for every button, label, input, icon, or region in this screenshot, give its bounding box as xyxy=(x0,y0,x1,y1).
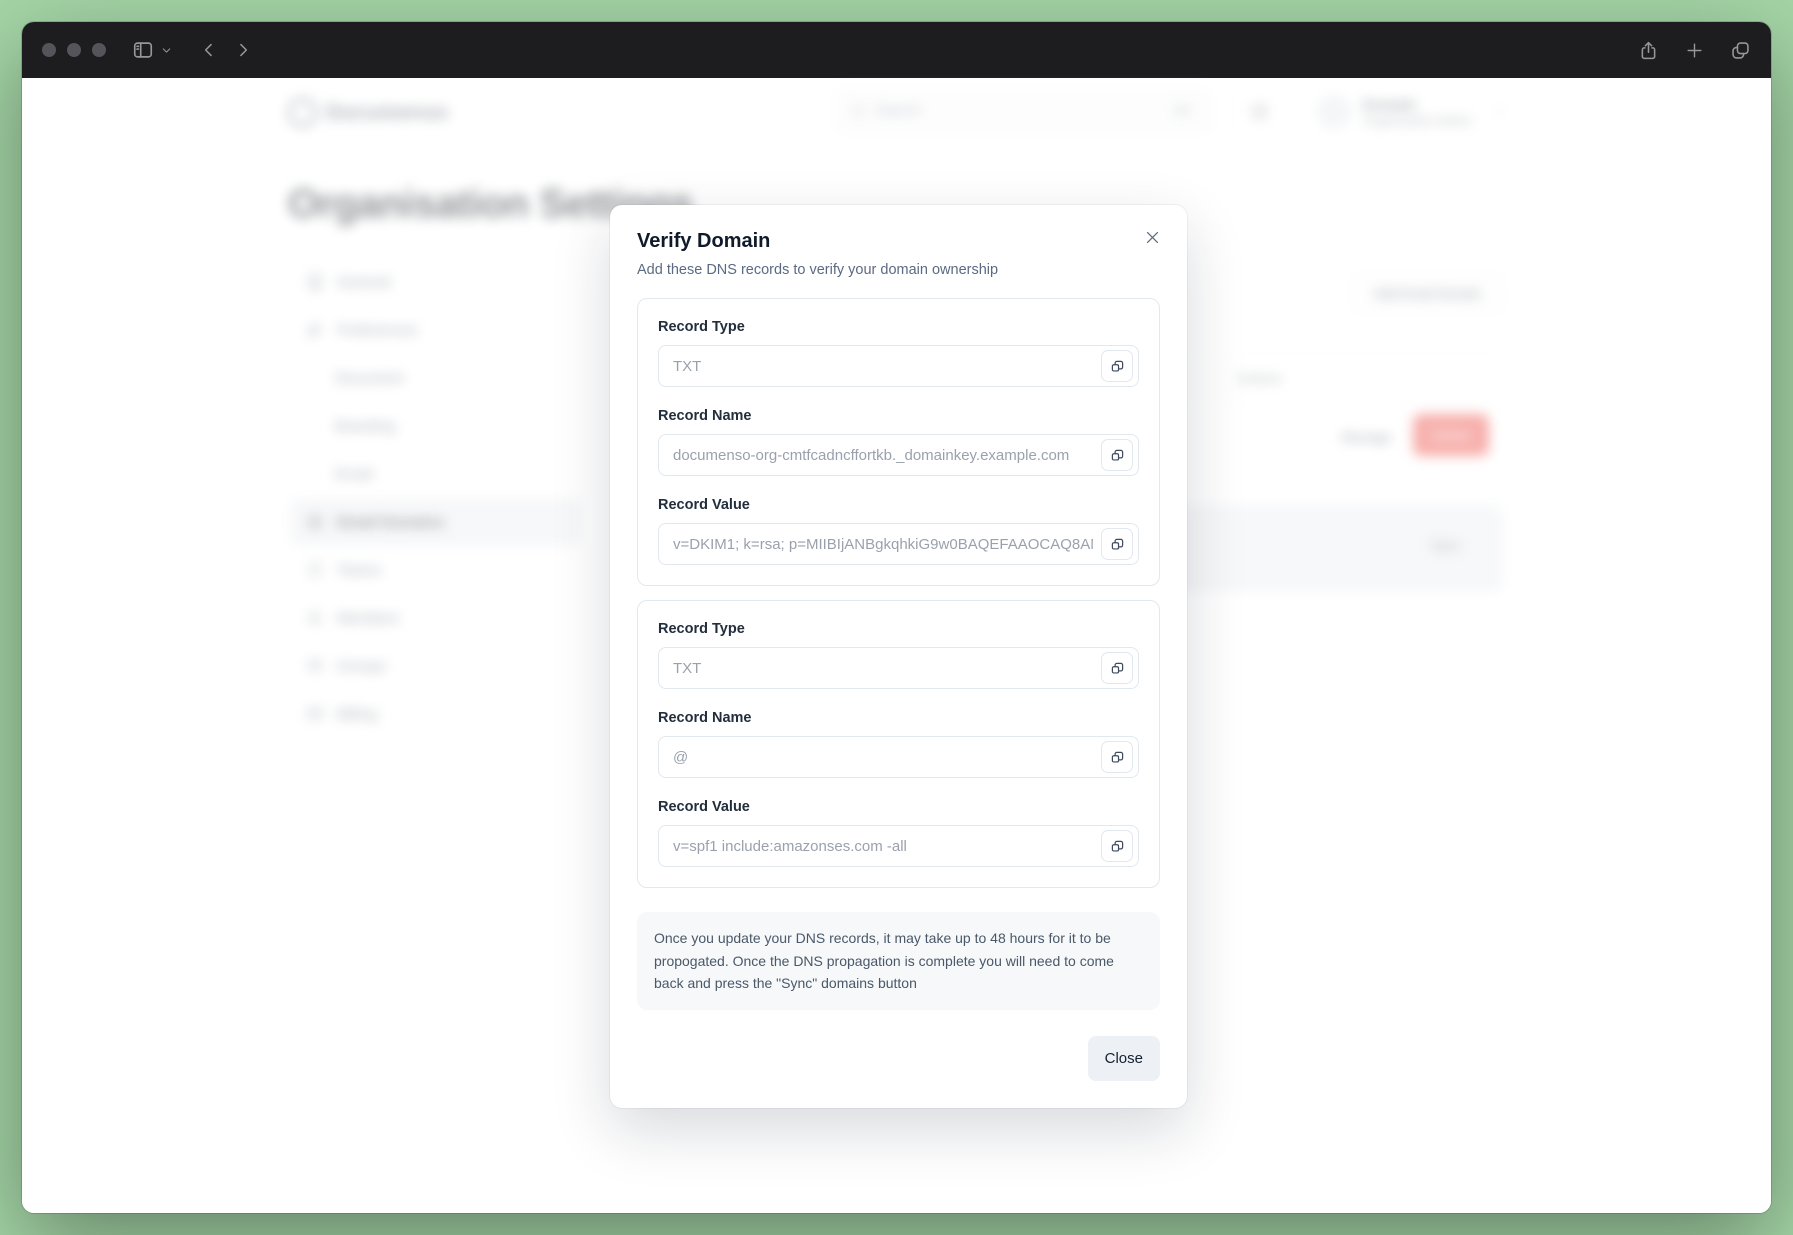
record-value-value: v=DKIM1; k=rsa; p=MIIBIjANBgkqhkiG9w0BAQ… xyxy=(673,535,1093,553)
record-name-input[interactable]: documenso-org-cmtfcadncffortkb._domainke… xyxy=(658,434,1139,476)
copy-icon xyxy=(1110,537,1125,552)
forward-button[interactable] xyxy=(233,40,253,60)
new-tab-icon[interactable] xyxy=(1685,41,1704,60)
traffic-lights xyxy=(42,43,106,57)
app-content: Documenso Search ⌘K Example Organisation… xyxy=(22,78,1771,1213)
dns-propagation-note: Once you update your DNS records, it may… xyxy=(637,912,1160,1010)
copy-icon xyxy=(1110,448,1125,463)
share-icon[interactable] xyxy=(1638,40,1659,61)
dns-record-card-spf: Record Type TXT Record Name @ Record Val… xyxy=(637,600,1160,888)
record-type-input[interactable]: TXT xyxy=(658,647,1139,689)
record-type-value: TXT xyxy=(673,357,702,375)
zoom-window-button[interactable] xyxy=(92,43,106,57)
minimize-window-button[interactable] xyxy=(67,43,81,57)
close-icon[interactable] xyxy=(1140,225,1165,250)
record-value-label: Record Value xyxy=(658,799,750,815)
record-name-value: documenso-org-cmtfcadncffortkb._domainke… xyxy=(673,446,1070,464)
back-button[interactable] xyxy=(199,40,219,60)
copy-button[interactable] xyxy=(1101,439,1133,471)
record-value-value: v=spf1 include:amazonses.com -all xyxy=(673,837,907,855)
window-titlebar xyxy=(22,22,1771,78)
close-button[interactable]: Close xyxy=(1087,1035,1160,1081)
copy-button[interactable] xyxy=(1101,528,1133,560)
tab-overview-icon[interactable] xyxy=(1730,40,1751,61)
copy-icon xyxy=(1110,359,1125,374)
record-type-value: TXT xyxy=(673,659,702,677)
record-type-label: Record Type xyxy=(658,319,745,335)
modal-title: Verify Domain xyxy=(637,230,771,252)
record-type-input[interactable]: TXT xyxy=(658,345,1139,387)
record-name-input[interactable]: @ xyxy=(658,736,1139,778)
copy-icon xyxy=(1110,839,1125,854)
record-name-label: Record Name xyxy=(658,710,752,726)
record-value-input[interactable]: v=spf1 include:amazonses.com -all xyxy=(658,825,1139,867)
copy-button[interactable] xyxy=(1101,830,1133,862)
copy-icon xyxy=(1110,661,1125,676)
record-name-value: @ xyxy=(673,748,689,766)
sidebar-toggle-icon[interactable] xyxy=(132,39,154,61)
copy-button[interactable] xyxy=(1101,652,1133,684)
modal-footer: Close xyxy=(637,1035,1160,1081)
close-window-button[interactable] xyxy=(42,43,56,57)
dns-record-card-dkim: Record Type TXT Record Name documenso-or… xyxy=(637,298,1160,586)
record-value-input[interactable]: v=DKIM1; k=rsa; p=MIIBIjANBgkqhkiG9w0BAQ… xyxy=(658,523,1139,565)
record-value-label: Record Value xyxy=(658,497,750,513)
record-type-label: Record Type xyxy=(658,621,745,637)
record-name-label: Record Name xyxy=(658,408,752,424)
verify-domain-modal: Verify Domain Add these DNS records to v… xyxy=(610,205,1187,1108)
macos-window: Documenso Search ⌘K Example Organisation… xyxy=(22,22,1771,1213)
copy-button[interactable] xyxy=(1101,350,1133,382)
copy-icon xyxy=(1110,750,1125,765)
copy-button[interactable] xyxy=(1101,741,1133,773)
modal-subtitle: Add these DNS records to verify your dom… xyxy=(637,262,999,278)
chevron-down-icon[interactable] xyxy=(160,44,173,57)
